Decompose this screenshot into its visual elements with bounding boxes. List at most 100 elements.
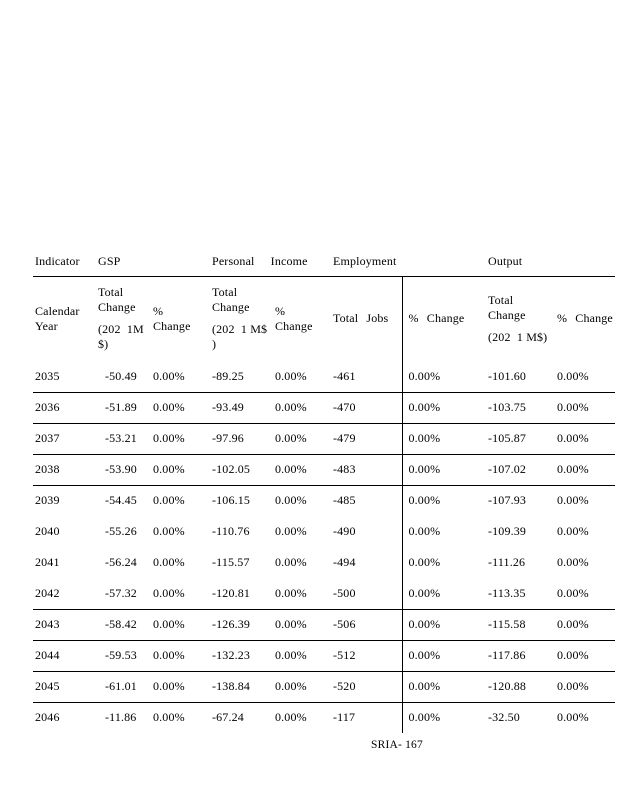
cell-emp-pct: 0.00% — [401, 485, 488, 516]
cell-emp-pct: 0.00% — [401, 671, 488, 703]
table-row: 2041 -56.24 0.00% -115.57 0.00% -494 0.0… — [33, 547, 615, 578]
cell-out-pct: 0.00% — [557, 640, 616, 672]
cell-pi-pct: 0.00% — [275, 609, 333, 641]
cell-out-total: -101.60 — [488, 361, 557, 393]
cell-year: 2036 — [33, 392, 98, 424]
cell-year: 2043 — [33, 609, 98, 641]
header-output: Output — [488, 247, 616, 277]
cell-emp-total: -483 — [333, 454, 402, 486]
cell-pi-total: -138.84 — [212, 671, 275, 703]
table-row: 2045 -61.01 0.00% -138.84 0.00% -520 0.0… — [33, 671, 616, 703]
header-indicator: Indicator — [33, 247, 98, 277]
cell-out-total: -105.87 — [488, 423, 557, 455]
cell-pi-total: -93.49 — [212, 392, 275, 424]
cell-gsp-total: -53.21 — [98, 423, 153, 455]
table-row: 2044 -59.53 0.00% -132.23 0.00% -512 0.0… — [33, 640, 616, 672]
cell-gsp-total: -59.53 — [98, 640, 153, 672]
table-row: 2040 -55.26 0.00% -110.76 0.00% -490 0.0… — [33, 516, 615, 547]
cell-year: 2037 — [33, 423, 98, 455]
header-gsp-total-change-label: Total Change — [98, 285, 136, 315]
cell-pi-pct: 0.00% — [275, 640, 333, 672]
cell-year: 2035 — [33, 361, 98, 393]
cell-pi-pct: 0.00% — [275, 493, 307, 508]
cell-emp-pct: 0.00% — [401, 423, 488, 455]
table-group-header-row: Indicator GSP Personal Income Employment… — [33, 247, 616, 277]
cell-emp-total: -117 — [333, 710, 356, 725]
header-out-total-change-label: Total Change — [488, 292, 526, 322]
cell-gsp-total: -53.90 — [98, 454, 153, 486]
cell-emp-total: -490 — [333, 524, 356, 538]
table-row: 2042 -57.32 0.00% -120.81 0.00% -500 0.0… — [33, 578, 616, 610]
cell-year: 2042 — [33, 578, 98, 610]
cell-out-pct: 0.00% — [557, 493, 589, 508]
cell-gsp-total: -11.86 — [105, 710, 137, 725]
header-employment: Employment — [333, 247, 488, 277]
cell-gsp-total: -54.45 — [105, 493, 137, 508]
cell-gsp-pct: 0.00% — [153, 640, 212, 672]
cell-emp-pct: 0.00% — [401, 547, 488, 578]
cell-year: 2046 — [35, 710, 60, 725]
header-emp-pct-change: % Change — [401, 276, 488, 361]
header-out-pct-change: % Change — [557, 311, 613, 326]
cell-emp-total: -494 — [333, 555, 356, 569]
cell-emp-total: -500 — [333, 578, 402, 610]
cell-pi-total: -106.15 — [212, 493, 251, 508]
cell-gsp-total: -56.24 — [105, 555, 137, 569]
cell-emp-pct: 0.00% — [401, 392, 488, 424]
table-subheader-row: Calendar Year Total Change (202 1M $) % … — [33, 276, 615, 361]
cell-pi-pct: 0.00% — [275, 361, 333, 393]
header-calendar-year: Calendar Year — [35, 303, 80, 333]
cell-out-pct: 0.00% — [557, 423, 616, 455]
cell-gsp-pct: 0.00% — [153, 578, 212, 610]
cell-pi-pct: 0.00% — [275, 423, 333, 455]
cell-gsp-pct: 0.00% — [153, 710, 185, 725]
cell-gsp-pct: 0.00% — [153, 392, 212, 424]
cell-out-pct: 0.00% — [557, 578, 616, 610]
cell-out-pct: 0.00% — [557, 710, 589, 725]
table-row: 2037 -53.21 0.00% -97.96 0.00% -479 0.00… — [33, 423, 616, 455]
cell-gsp-total: -58.42 — [98, 609, 153, 641]
header-personal-income: Personal Income — [212, 247, 333, 277]
cell-emp-pct: 0.00% — [401, 702, 488, 733]
cell-emp-total: -461 — [333, 361, 402, 393]
cell-out-total: -107.02 — [488, 454, 557, 486]
cell-pi-total: -120.81 — [212, 578, 275, 610]
cell-emp-total: -520 — [333, 671, 402, 703]
cell-out-total: -109.39 — [488, 524, 527, 538]
cell-year: 2039 — [35, 493, 60, 508]
cell-year: 2041 — [35, 555, 60, 569]
cell-emp-pct: 0.00% — [401, 640, 488, 672]
header-pi-pct-change: % Change — [275, 303, 313, 333]
cell-pi-pct: 0.00% — [275, 454, 333, 486]
cell-out-total: -103.75 — [488, 392, 557, 424]
table-row: 2036 -51.89 0.00% -93.49 0.00% -470 0.00… — [33, 392, 616, 424]
cell-gsp-total: -57.32 — [98, 578, 153, 610]
cell-pi-total: -89.25 — [212, 361, 275, 393]
header-pi-total-change: Total Change (202 1 M$ ) — [212, 276, 275, 361]
cell-year: 2038 — [33, 454, 98, 486]
table-row: 2035 -50.49 0.00% -89.25 0.00% -461 0.00… — [33, 361, 616, 393]
impact-table: Indicator GSP Personal Income Employment… — [33, 247, 616, 733]
cell-emp-total: -479 — [333, 423, 402, 455]
header-pi-total-change-label: Total Change — [212, 285, 250, 315]
cell-out-total: -120.88 — [488, 671, 557, 703]
header-gsp-pct-change: % Change — [153, 303, 191, 333]
cell-gsp-pct: 0.00% — [153, 555, 185, 569]
cell-pi-pct: 0.00% — [275, 710, 307, 725]
cell-pi-total: -110.76 — [212, 524, 250, 538]
cell-gsp-pct: 0.00% — [153, 493, 185, 508]
cell-emp-pct: 0.00% — [401, 516, 488, 547]
cell-pi-pct: 0.00% — [275, 671, 333, 703]
cell-gsp-total: -55.26 — [105, 524, 137, 538]
header-emp-total-jobs: Total Jobs — [333, 311, 389, 326]
cell-out-pct: 0.00% — [557, 609, 616, 641]
cell-emp-pct: 0.00% — [401, 609, 488, 641]
header-out-total-change: Total Change (202 1 M$) — [488, 276, 557, 361]
cell-gsp-pct: 0.00% — [153, 361, 212, 393]
cell-year: 2045 — [33, 671, 98, 703]
table-row: 2043 -58.42 0.00% -126.39 0.00% -506 0.0… — [33, 609, 616, 641]
cell-out-pct: 0.00% — [557, 671, 616, 703]
table-row: 2046 -11.86 0.00% -67.24 0.00% -117 0.00… — [33, 702, 615, 733]
header-gsp-total-change: Total Change (202 1M $) — [98, 276, 153, 361]
